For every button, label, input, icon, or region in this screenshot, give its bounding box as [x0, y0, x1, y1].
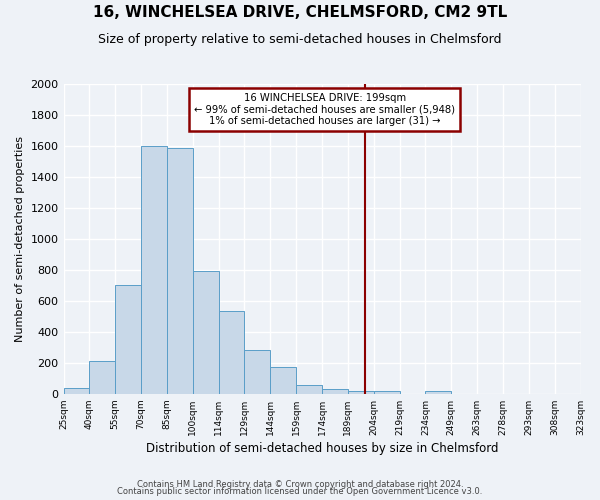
Bar: [64, 388, 89, 394]
Bar: [193, 272, 218, 394]
Bar: [374, 390, 400, 394]
Text: Contains HM Land Registry data © Crown copyright and database right 2024.: Contains HM Land Registry data © Crown c…: [137, 480, 463, 489]
Bar: [167, 148, 193, 394]
Bar: [296, 384, 322, 394]
Bar: [425, 392, 451, 394]
Text: 16 WINCHELSEA DRIVE: 199sqm
← 99% of semi-detached houses are smaller (5,948)
1%: 16 WINCHELSEA DRIVE: 199sqm ← 99% of sem…: [194, 94, 455, 126]
X-axis label: Distribution of semi-detached houses by size in Chelmsford: Distribution of semi-detached houses by …: [146, 442, 498, 455]
Bar: [218, 311, 244, 394]
Bar: [244, 350, 271, 394]
Text: Contains public sector information licensed under the Open Government Licence v3: Contains public sector information licen…: [118, 487, 482, 496]
Bar: [115, 286, 141, 394]
Y-axis label: Number of semi-detached properties: Number of semi-detached properties: [15, 136, 25, 342]
Bar: [322, 389, 348, 394]
Text: Size of property relative to semi-detached houses in Chelmsford: Size of property relative to semi-detach…: [98, 32, 502, 46]
Text: 16, WINCHELSEA DRIVE, CHELMSFORD, CM2 9TL: 16, WINCHELSEA DRIVE, CHELMSFORD, CM2 9T…: [93, 5, 507, 20]
Bar: [89, 360, 115, 394]
Bar: [271, 368, 296, 394]
Bar: [348, 390, 374, 394]
Bar: [141, 146, 167, 394]
